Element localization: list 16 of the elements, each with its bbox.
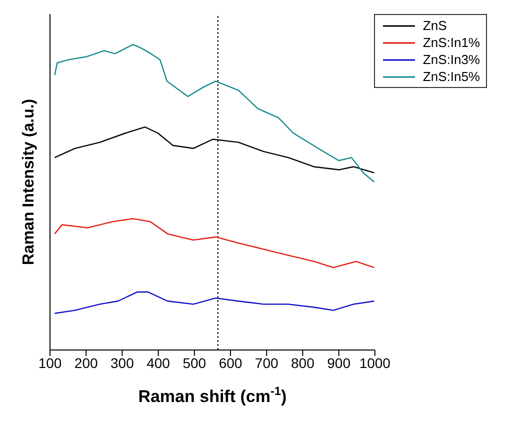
- legend-label: ZnS:In1%: [422, 34, 480, 51]
- y-axis-title: Raman Intensity (a.u.): [20, 98, 38, 266]
- x-tick-label: 600: [218, 354, 242, 371]
- x-tick-label: 500: [182, 354, 206, 371]
- x-tick-label: 200: [74, 354, 98, 371]
- legend-label: ZnS:In3%: [422, 51, 480, 68]
- x-tick-label: 800: [291, 354, 315, 371]
- x-tick-label: 1000: [359, 354, 391, 371]
- x-tick-label: 400: [146, 354, 170, 371]
- x-tick-label: 100: [38, 354, 62, 371]
- x-tick-label: 700: [254, 354, 278, 371]
- x-tick-label: 900: [327, 354, 351, 371]
- legend-label: ZnS:In5%: [422, 68, 480, 85]
- legend-label: ZnS: [422, 17, 447, 34]
- x-tick-label: 300: [110, 354, 134, 371]
- x-axis-title: Raman shift (cm$^{-1}$): [138, 384, 287, 406]
